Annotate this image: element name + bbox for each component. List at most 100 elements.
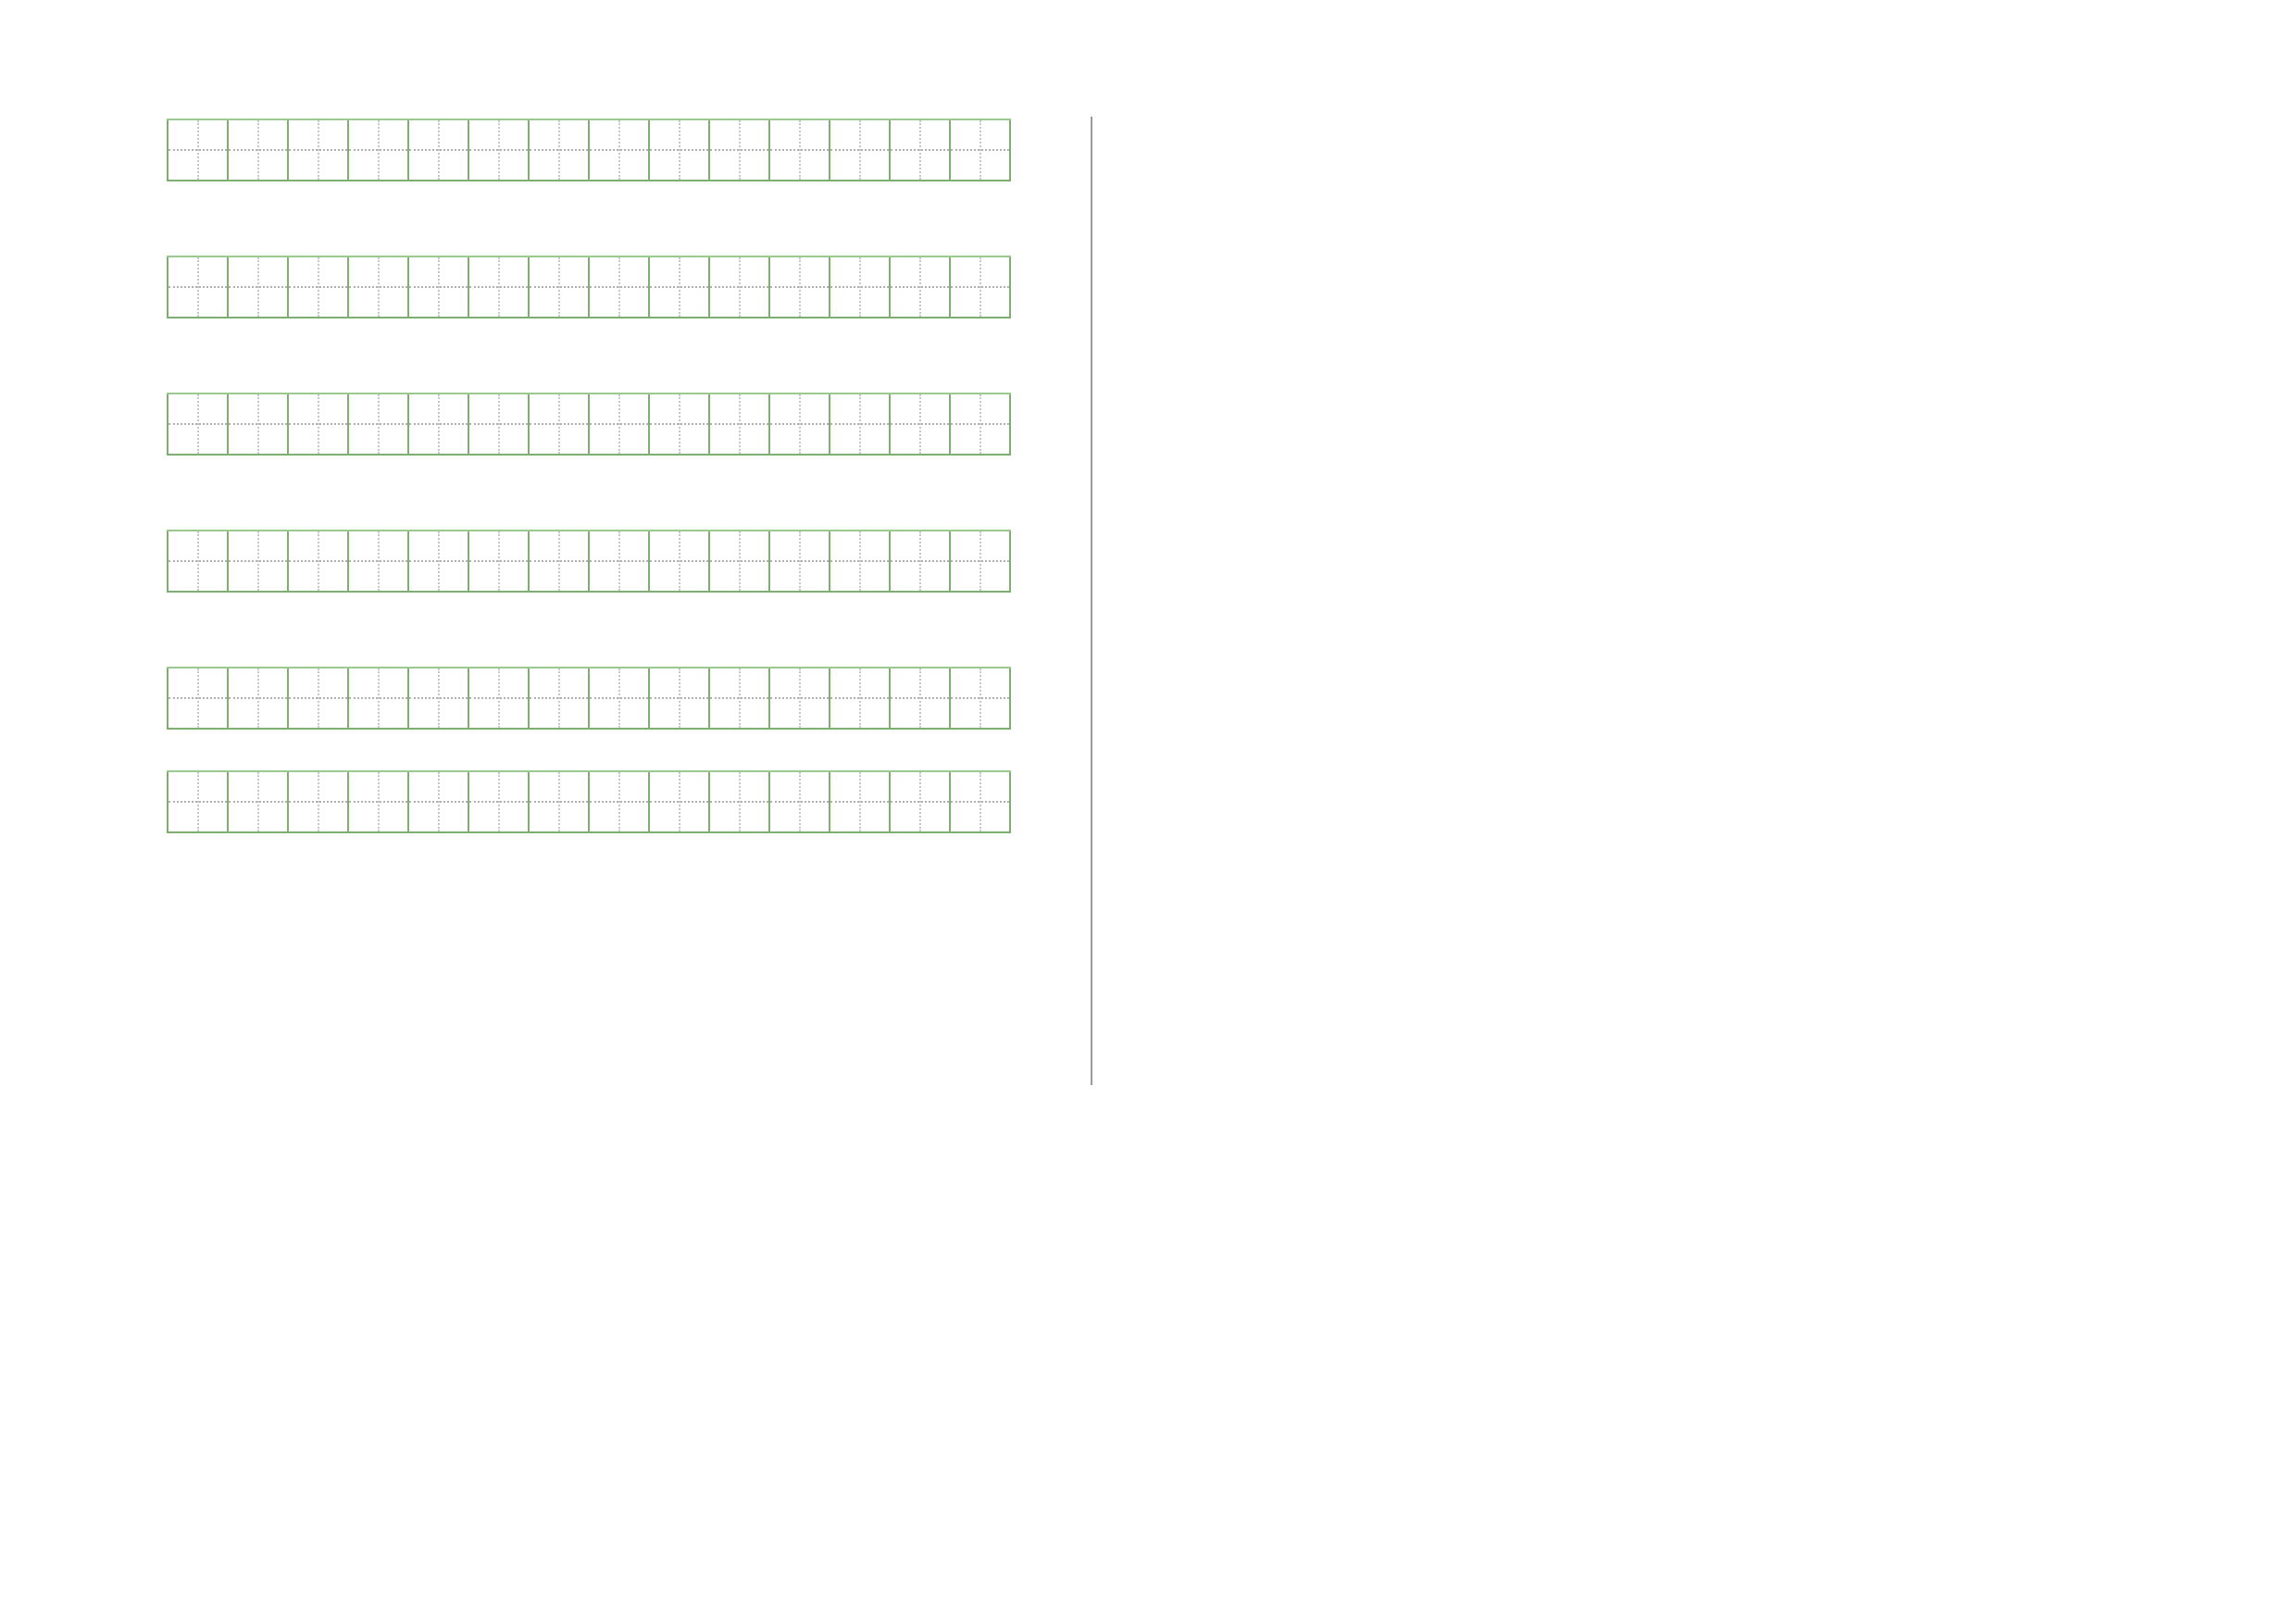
horizontal-guide bbox=[168, 697, 227, 699]
grid-cell bbox=[287, 394, 347, 454]
horizontal-guide bbox=[830, 697, 889, 699]
horizontal-guide bbox=[168, 560, 227, 562]
horizontal-guide bbox=[229, 801, 287, 803]
grid-row bbox=[167, 119, 1011, 181]
grid-cell bbox=[287, 668, 347, 728]
horizontal-guide bbox=[289, 286, 347, 288]
grid-row bbox=[167, 530, 1011, 593]
horizontal-guide bbox=[469, 697, 528, 699]
horizontal-guide bbox=[289, 697, 347, 699]
horizontal-guide bbox=[951, 560, 1009, 562]
horizontal-guide bbox=[469, 286, 528, 288]
horizontal-guide bbox=[951, 697, 1009, 699]
grid-cell bbox=[889, 257, 949, 317]
grid-cell bbox=[829, 772, 889, 831]
horizontal-guide bbox=[891, 286, 949, 288]
horizontal-guide bbox=[590, 560, 648, 562]
horizontal-guide bbox=[590, 423, 648, 425]
grid-cell bbox=[528, 772, 588, 831]
horizontal-guide bbox=[710, 423, 768, 425]
horizontal-guide bbox=[469, 801, 528, 803]
horizontal-guide bbox=[409, 697, 468, 699]
grid-cell bbox=[347, 531, 407, 591]
grid-cell bbox=[949, 668, 1011, 728]
grid-cell bbox=[949, 531, 1011, 591]
grid-cell bbox=[648, 531, 708, 591]
grid-cell bbox=[949, 394, 1011, 454]
horizontal-guide bbox=[530, 286, 588, 288]
horizontal-guide bbox=[891, 149, 949, 151]
grid-cell bbox=[528, 668, 588, 728]
grid-cell bbox=[648, 772, 708, 831]
horizontal-guide bbox=[650, 423, 708, 425]
grid-cell bbox=[227, 668, 287, 728]
horizontal-guide bbox=[229, 697, 287, 699]
horizontal-guide bbox=[349, 801, 407, 803]
grid-cell bbox=[227, 531, 287, 591]
horizontal-guide bbox=[891, 560, 949, 562]
grid-cell bbox=[708, 772, 768, 831]
grid-cell bbox=[347, 257, 407, 317]
horizontal-guide bbox=[951, 801, 1009, 803]
grid-cell bbox=[167, 772, 227, 831]
grid-cell bbox=[167, 531, 227, 591]
grid-cell bbox=[588, 394, 648, 454]
grid-cell bbox=[768, 394, 829, 454]
grid-cell bbox=[528, 120, 588, 180]
horizontal-guide bbox=[530, 801, 588, 803]
grid-cell bbox=[768, 772, 829, 831]
grid-cell bbox=[468, 668, 528, 728]
horizontal-guide bbox=[409, 801, 468, 803]
grid-cell bbox=[889, 120, 949, 180]
horizontal-guide bbox=[830, 149, 889, 151]
horizontal-guide bbox=[590, 149, 648, 151]
grid-cell bbox=[829, 257, 889, 317]
grid-row bbox=[167, 393, 1011, 456]
grid-cell bbox=[347, 120, 407, 180]
horizontal-guide bbox=[710, 560, 768, 562]
grid-cell bbox=[167, 120, 227, 180]
horizontal-guide bbox=[770, 423, 829, 425]
grid-cell bbox=[889, 531, 949, 591]
grid-cell bbox=[768, 668, 829, 728]
grid-cell bbox=[407, 120, 468, 180]
horizontal-guide bbox=[409, 423, 468, 425]
horizontal-guide bbox=[229, 149, 287, 151]
horizontal-guide bbox=[289, 801, 347, 803]
horizontal-guide bbox=[229, 423, 287, 425]
horizontal-guide bbox=[349, 149, 407, 151]
grid-cell bbox=[468, 120, 528, 180]
grid-cell bbox=[889, 668, 949, 728]
grid-cell bbox=[829, 668, 889, 728]
grid-cell bbox=[468, 772, 528, 831]
grid-cell bbox=[227, 120, 287, 180]
grid-cell bbox=[167, 257, 227, 317]
horizontal-guide bbox=[650, 286, 708, 288]
grid-cell bbox=[768, 257, 829, 317]
grid-cell bbox=[407, 772, 468, 831]
grid-row bbox=[167, 667, 1011, 730]
horizontal-guide bbox=[469, 149, 528, 151]
horizontal-guide bbox=[650, 560, 708, 562]
horizontal-guide bbox=[229, 560, 287, 562]
grid-cell bbox=[407, 257, 468, 317]
horizontal-guide bbox=[710, 801, 768, 803]
horizontal-guide bbox=[530, 423, 588, 425]
grid-cell bbox=[708, 257, 768, 317]
horizontal-guide bbox=[289, 560, 347, 562]
horizontal-guide bbox=[530, 560, 588, 562]
grid-cell bbox=[407, 668, 468, 728]
horizontal-guide bbox=[951, 149, 1009, 151]
grid-cell bbox=[167, 394, 227, 454]
horizontal-guide bbox=[530, 697, 588, 699]
horizontal-guide bbox=[229, 286, 287, 288]
horizontal-guide bbox=[830, 423, 889, 425]
grid-cell bbox=[468, 394, 528, 454]
grid-cell bbox=[588, 531, 648, 591]
horizontal-guide bbox=[951, 423, 1009, 425]
grid-cell bbox=[949, 257, 1011, 317]
grid-cell bbox=[708, 531, 768, 591]
grid-row bbox=[167, 256, 1011, 319]
page-divider bbox=[1091, 117, 1092, 1085]
horizontal-guide bbox=[349, 286, 407, 288]
